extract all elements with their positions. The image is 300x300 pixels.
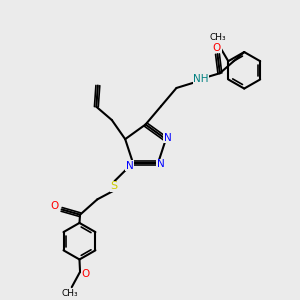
Text: O: O	[213, 43, 221, 52]
Text: CH₃: CH₃	[62, 289, 79, 298]
Text: O: O	[81, 269, 89, 279]
Text: NH: NH	[194, 74, 209, 84]
Text: S: S	[110, 182, 118, 191]
Text: N: N	[157, 159, 164, 169]
Text: N: N	[164, 133, 171, 143]
Text: O: O	[50, 201, 58, 211]
Text: CH₃: CH₃	[210, 33, 226, 42]
Text: N: N	[125, 161, 133, 171]
